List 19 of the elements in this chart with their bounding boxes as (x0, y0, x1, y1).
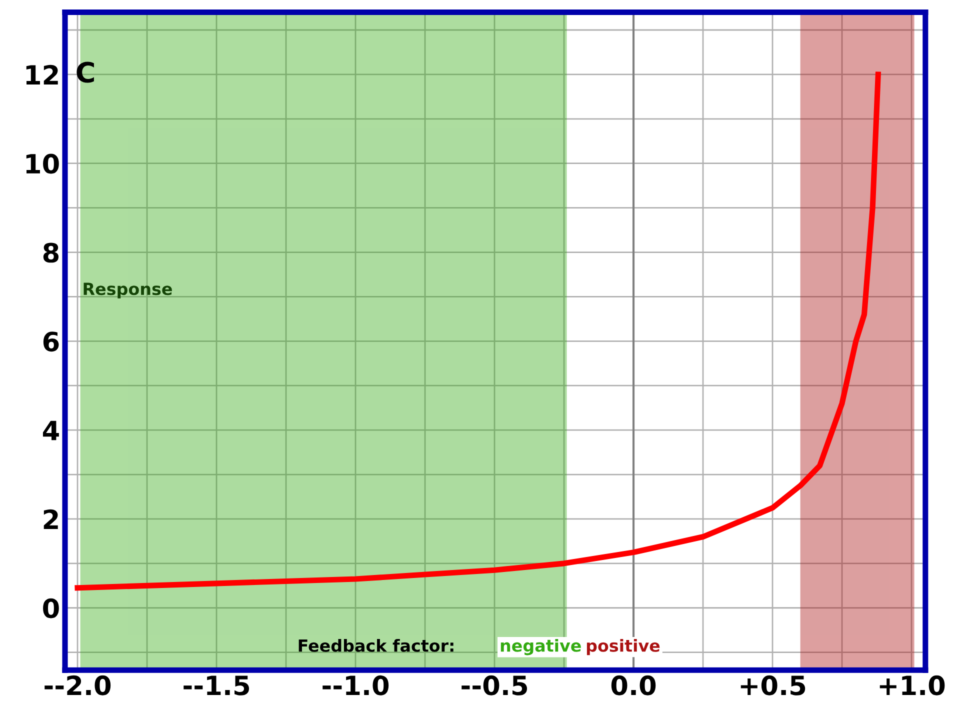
band-label: positive (586, 639, 660, 656)
y-tick-label: 0 (43, 598, 59, 618)
y-axis-title: Response (84, 282, 172, 298)
band-label: negative (500, 638, 581, 656)
x-tick-label: +1.0 (880, 675, 945, 696)
x-axis-title: Feedback factor: (298, 639, 454, 652)
y-tick-label: 10 (26, 154, 59, 174)
y-tick-label: 4 (42, 420, 59, 440)
y-tick-label: 8 (43, 242, 59, 263)
y-tick-label: 2 (44, 509, 58, 529)
y-tick-label: 12 (26, 64, 58, 84)
x-tick-label: +0.5 (740, 675, 806, 696)
y-tick-label: 6 (43, 332, 59, 352)
x-tick-label: --1.0 (322, 675, 389, 696)
x-tick-label: --1.5 (184, 676, 249, 696)
x-tick-label: --0.5 (462, 675, 527, 696)
x-tick-label: --2.0 (44, 675, 111, 696)
x-tick-label: 0.0 (611, 675, 656, 696)
annotation: C (76, 62, 94, 83)
